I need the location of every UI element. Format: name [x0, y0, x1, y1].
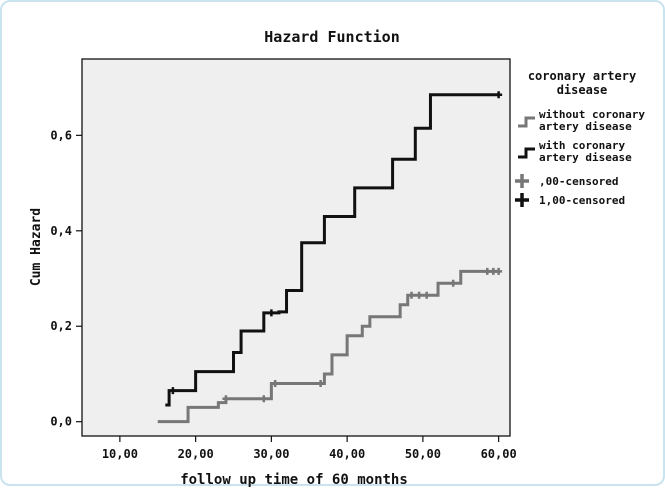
axis-ticks: 10,00 20,00 30,00 40,00 50,00 60,00 0,0 0,2 0,4 0…: [50, 128, 516, 461]
legend-swatch-0: [518, 116, 535, 128]
censored-marker: [222, 395, 230, 403]
censored-marker: [271, 380, 279, 388]
censored-marker: [169, 387, 177, 395]
legend-censored-label: ,00-censored: [539, 175, 618, 188]
x-tick-label: 50,00: [405, 447, 441, 461]
legend-censored-icon: [515, 174, 529, 188]
plot-area: [81, 58, 511, 437]
y-tick-label: 0,6: [50, 128, 72, 142]
censored-marker: [449, 279, 457, 287]
censored-marker: [415, 291, 423, 299]
x-tick-label: 10,00: [102, 447, 138, 461]
censored-marker: [408, 291, 416, 299]
legend-title: coronary artery disease: [528, 69, 636, 97]
y-axis-label: Cum Hazard: [29, 208, 44, 286]
series-layer: [157, 91, 503, 424]
censored-marker: [260, 395, 268, 403]
y-tick-label: 0,4: [50, 224, 72, 238]
legend-label: without coronary artery disease: [539, 108, 645, 133]
x-tick-label: 20,00: [178, 447, 214, 461]
x-tick-label: 40,00: [329, 447, 365, 461]
y-tick-label: 0,2: [50, 319, 72, 333]
chart-title: Hazard Function: [264, 28, 399, 46]
y-tick-label: 0,0: [50, 415, 72, 429]
censored-marker: [267, 309, 275, 317]
legend-label: with coronary artery disease: [539, 139, 632, 164]
x-tick-label: 60,00: [481, 447, 517, 461]
x-axis-label: follow up time of 60 months: [180, 472, 408, 488]
legend: coronary artery disease without coronary ar…: [515, 69, 645, 207]
censored-marker: [317, 380, 325, 388]
legend-censored-label: 1,00-censored: [539, 194, 625, 207]
series-line-1: [165, 93, 499, 407]
censored-marker: [483, 267, 491, 275]
x-tick-label: 30,00: [253, 447, 289, 461]
legend-swatch-1: [518, 147, 535, 159]
legend-censored-icon: [515, 193, 529, 207]
censored-marker: [495, 267, 503, 275]
censored-marker: [495, 91, 503, 99]
censored-marker: [423, 291, 431, 299]
